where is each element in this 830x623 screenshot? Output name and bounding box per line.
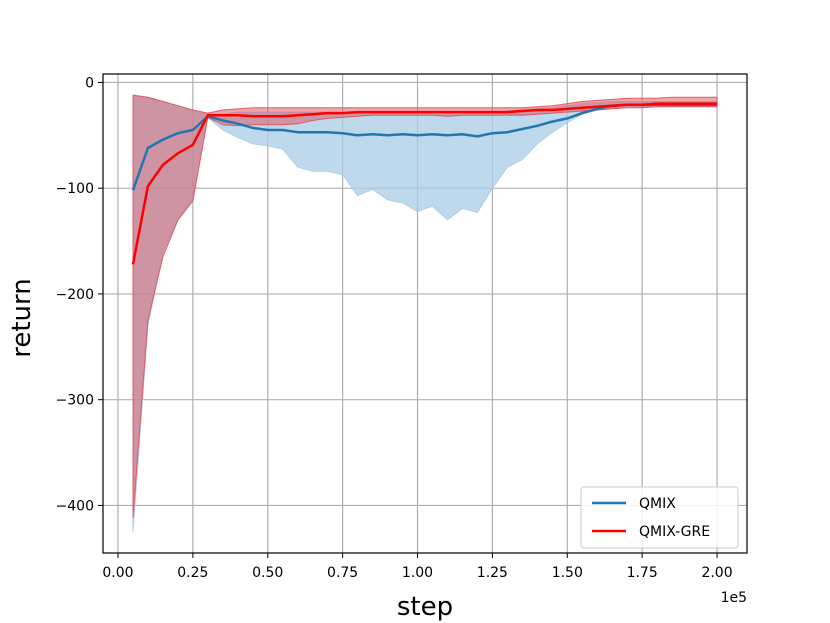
x-tick-label: 0.75 bbox=[327, 565, 358, 581]
y-axis-label: return bbox=[7, 278, 37, 358]
x-tick-label: 0.50 bbox=[252, 565, 283, 581]
confidence-bands bbox=[132, 94, 718, 532]
band-qmix bbox=[132, 95, 718, 532]
x-tick-label: 1.25 bbox=[477, 565, 508, 581]
series-lines bbox=[131, 102, 717, 265]
y-tick-label: −200 bbox=[56, 287, 94, 303]
x-tick-label: 2.00 bbox=[701, 565, 732, 581]
x-tick-label: 1.75 bbox=[627, 565, 658, 581]
axis-ticks: 0.00 0.25 0.50 0.75 1.00 1.25 1.50 1.75 2.00 0 −10… bbox=[56, 75, 733, 581]
y-tick-label: −400 bbox=[56, 498, 94, 514]
legend: QMIX QMIX-GRE bbox=[580, 486, 739, 549]
x-tick-label: 1.50 bbox=[552, 565, 583, 581]
x-tick-label: 1.00 bbox=[402, 565, 433, 581]
x-tick-label: 0.25 bbox=[177, 565, 208, 581]
legend-label-qmix-gre: QMIX-GRE bbox=[639, 524, 710, 540]
x-axis-offset-label: 1e5 bbox=[721, 590, 747, 606]
y-tick-label: 0 bbox=[85, 75, 94, 91]
line-qmix-gre bbox=[131, 102, 717, 265]
x-tick-label: 0.00 bbox=[102, 565, 133, 581]
y-tick-label: −300 bbox=[56, 393, 94, 409]
x-axis-label: step bbox=[397, 592, 453, 622]
y-tick-label: −100 bbox=[56, 181, 94, 197]
legend-label-qmix: QMIX bbox=[639, 496, 676, 512]
band-qmix-gre bbox=[132, 94, 718, 519]
plot-frame bbox=[102, 73, 748, 554]
